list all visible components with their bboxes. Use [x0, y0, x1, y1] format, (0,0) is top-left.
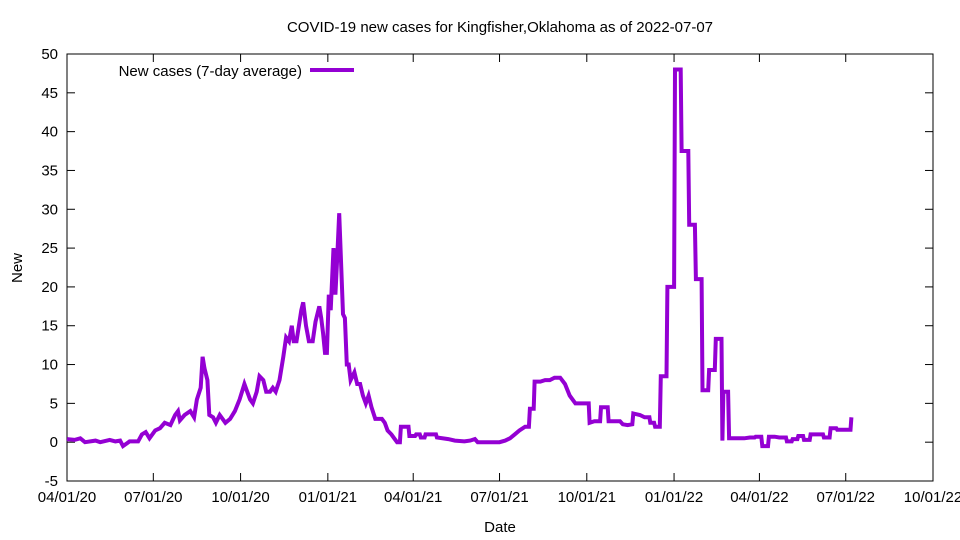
y-tick-label: 15 [41, 318, 58, 335]
y-tick-label: 0 [50, 434, 58, 451]
y-tick-label: 25 [41, 240, 58, 257]
y-tick-label: 35 [41, 162, 58, 179]
x-tick-label: 04/01/20 [38, 489, 96, 506]
y-tick-label: 50 [41, 46, 58, 63]
y-tick-label: -5 [45, 473, 58, 490]
y-tick-label: 45 [41, 85, 58, 102]
chart-title: COVID-19 new cases for Kingfisher,Oklaho… [287, 19, 713, 36]
x-tick-label: 01/01/22 [645, 489, 703, 506]
x-tick-label: 10/01/21 [558, 489, 616, 506]
y-tick-label: 30 [41, 201, 58, 218]
legend-label: New cases (7-day average) [119, 63, 302, 80]
x-tick-label: 07/01/20 [124, 489, 182, 506]
x-tick-label: 07/01/22 [817, 489, 875, 506]
y-tick-label: 40 [41, 124, 58, 141]
y-tick-label: 10 [41, 357, 58, 374]
y-tick-label: 20 [41, 279, 58, 296]
x-tick-label: 04/01/22 [730, 489, 788, 506]
x-tick-label: 04/01/21 [384, 489, 442, 506]
y-tick-label: 5 [50, 395, 58, 412]
x-tick-label: 07/01/21 [470, 489, 528, 506]
x-tick-label: 10/01/20 [211, 489, 269, 506]
x-axis-label: Date [484, 519, 516, 536]
series-line-new-cases [66, 67, 854, 450]
plot-frame [66, 53, 934, 482]
x-tick-label: 10/01/22 [904, 489, 960, 506]
x-tick-label: 01/01/21 [299, 489, 357, 506]
y-axis-label: New [9, 253, 26, 283]
